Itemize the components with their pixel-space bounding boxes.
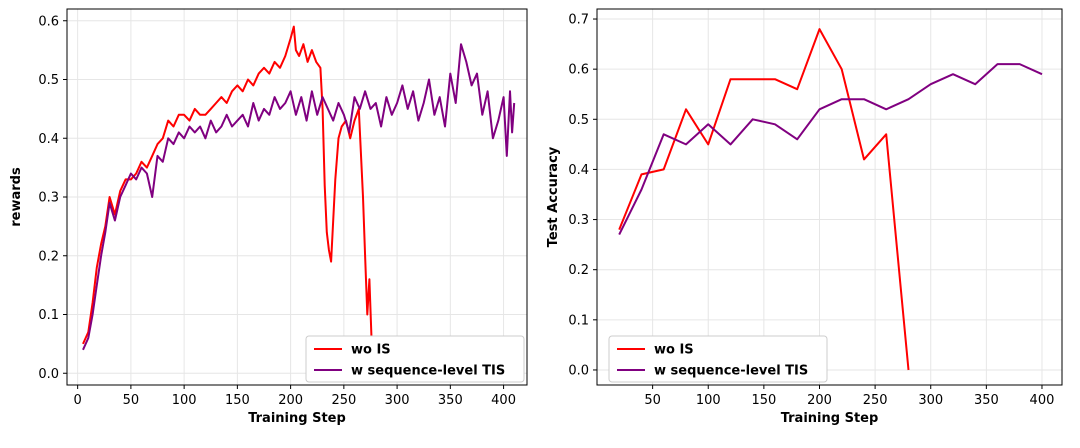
x-tick-label: 300 [918,393,943,408]
series-line-wo-is [82,25,375,374]
x-tick-label: 150 [751,393,776,408]
y-tick-label: 0.7 [568,13,589,28]
x-tick-label: 300 [385,393,410,408]
x-tick-label: 250 [331,393,356,408]
x-tick-label: 100 [172,393,197,408]
y-tick-label: 0.6 [568,63,589,78]
y-tick-label: 0.5 [38,73,59,88]
rewards-chart: 0 50 100 150 200 250 300 350 400 0.0 0.1 0.2 0.3 0.4 0… [9,8,528,426]
y-axis-label: Test Accuracy [546,146,561,247]
series-line-wo-is [618,28,910,371]
y-tick-label: 0.1 [38,308,59,323]
x-tick-label: 250 [863,393,888,408]
y-axis-label: rewards [9,167,24,227]
x-tick-label: 100 [696,393,721,408]
legend-label-wo-is: wo IS [654,343,694,358]
legend-label-sequence-level-tis: w sequence-level TIS [351,364,505,379]
y-tick-label: 0.4 [568,163,589,178]
y-tick-label: 0.2 [568,263,589,278]
x-tick-label: 200 [278,393,303,408]
y-tick-label: 0.4 [38,132,59,147]
series-line-sequence-level-tis [82,43,516,351]
x-tick-label: 350 [974,393,999,408]
x-axis-label: Training Step [248,411,346,426]
y-tick-label: 0.0 [38,367,59,382]
x-tick-label: 400 [491,393,516,408]
legend-label-sequence-level-tis: w sequence-level TIS [654,364,808,379]
y-tick-label: 0.3 [38,191,59,206]
x-tick-label: 350 [438,393,463,408]
legend-box [305,335,525,383]
x-axis-label: Training Step [781,411,879,426]
x-tick-label: 50 [123,393,140,408]
legend-box [608,335,828,383]
x-tick-label: 150 [225,393,250,408]
y-tick-label: 0.2 [38,249,59,264]
legend-label-wo-is: wo IS [351,343,391,358]
legend: wo IS w sequence-level TIS [305,335,525,383]
x-tick-label: 0 [74,393,82,408]
y-tick-label: 0.6 [38,14,59,29]
series-line-sequence-level-tis [618,63,1043,236]
y-tick-label: 0.0 [568,363,589,378]
x-tick-label: 50 [644,393,661,408]
y-tick-label: 0.3 [568,213,589,228]
x-tick-label: 200 [807,393,832,408]
y-tick-label: 0.5 [568,113,589,128]
legend: wo IS w sequence-level TIS [608,335,828,383]
x-tick-label: 400 [1030,393,1055,408]
plot-frame [596,8,1063,386]
y-tick-label: 0.1 [568,313,589,328]
test-accuracy-chart: 50 100 150 200 250 300 350 400 0.0 0.1 0.2 0.3 0.4 0.… [546,8,1063,426]
